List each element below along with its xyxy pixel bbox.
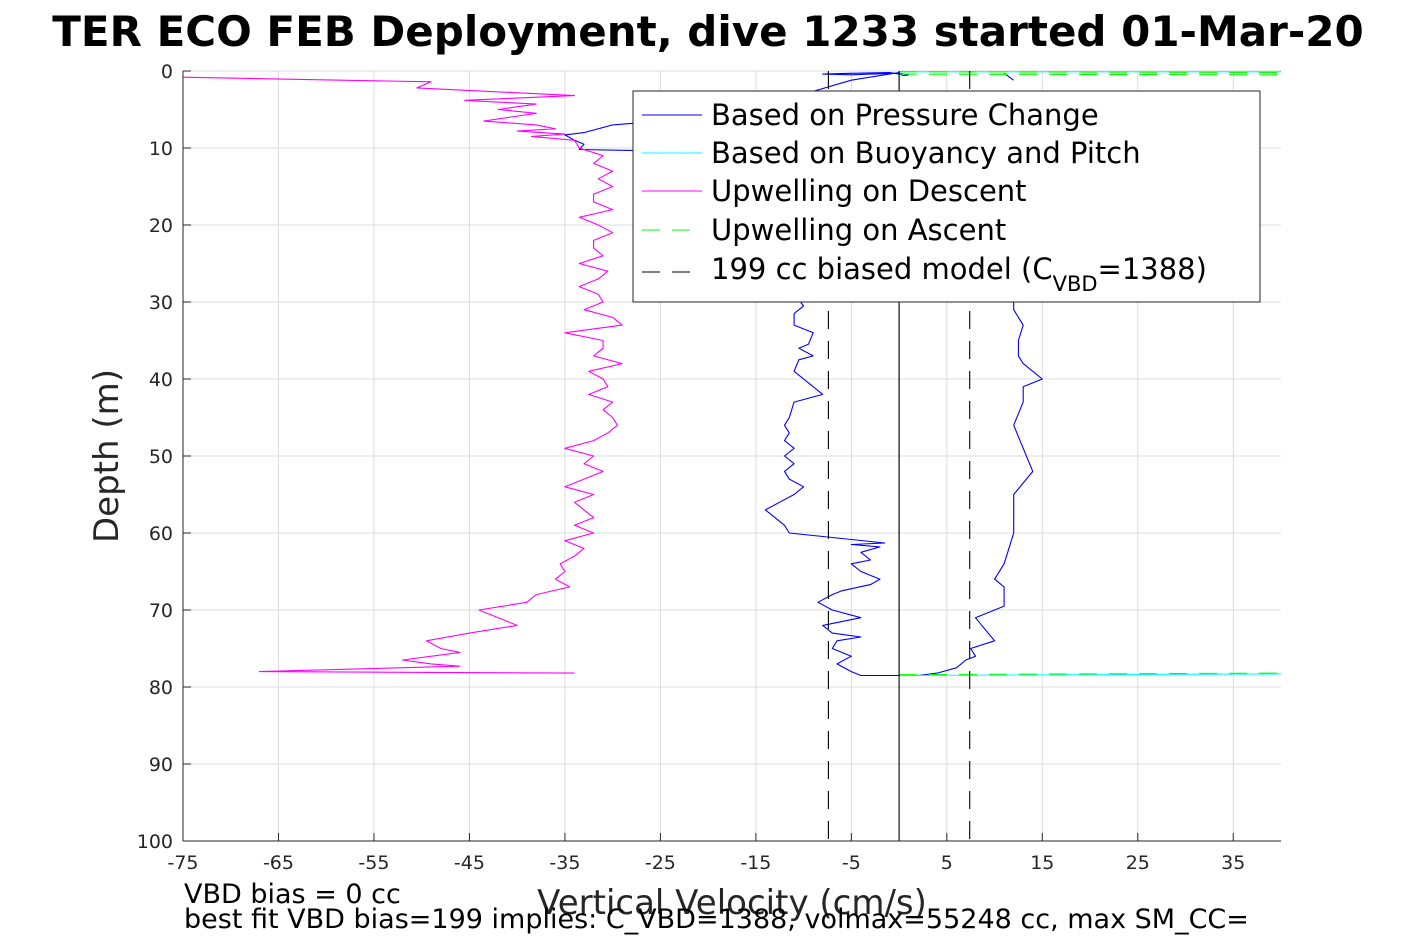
- legend: Based on Pressure Change Based on Buoyan…: [632, 90, 1261, 303]
- legend-label-biased-model: 199 cc biased model (CVBD=1388): [711, 252, 1207, 296]
- x-ticks: -75 -65 -55 -45 -35 -25 -15 -5 5 15 25 35: [167, 833, 1245, 874]
- y-tick-label: 30: [149, 292, 173, 314]
- annotation-best-fit: best fit VBD bias=199 implies: C_VBD=138…: [184, 904, 1249, 935]
- x-axis-label: Vertical Velocity (cm/s): [537, 883, 927, 923]
- legend-label-upwelling-ascent: Upwelling on Ascent: [711, 213, 1006, 247]
- legend-label-pressure-change: Based on Pressure Change: [711, 98, 1099, 132]
- y-tick-label: 70: [149, 600, 173, 622]
- series-line-based-on-buoyancy-and-pitch: [899, 673, 1282, 677]
- y-tick-label: 10: [149, 138, 173, 160]
- x-tick-label: 15: [1030, 852, 1054, 874]
- x-tick-label: -75: [167, 852, 198, 874]
- x-tick-label: -65: [263, 852, 294, 874]
- chart-title: TER ECO FEB Deployment, dive 1233 starte…: [52, 7, 1363, 56]
- y-tick-label: 50: [149, 446, 173, 468]
- y-tick-label: 20: [149, 215, 173, 237]
- y-ticks: 0 10 20 30 40 50 60 70 80 90 100: [137, 61, 191, 853]
- x-tick-label: 5: [941, 852, 953, 874]
- series-line-upwelling-on-ascent: [899, 672, 1282, 676]
- x-tick-label: -45: [454, 852, 485, 874]
- x-tick-label: 35: [1221, 852, 1245, 874]
- series-upwelling-on-ascent: [899, 71, 1282, 676]
- series-upwelling-on-descent: [182, 76, 623, 674]
- legend-box: [632, 90, 1261, 303]
- y-tick-label: 90: [149, 754, 173, 776]
- series-line-based-on-pressure-change: [764, 293, 1043, 677]
- legend-label-biased-model-main: 199 cc biased model (C: [711, 252, 1053, 286]
- legend-label-biased-model-sub: VBD: [1053, 272, 1098, 296]
- x-tick-label: -55: [358, 852, 389, 874]
- y-tick-label: 0: [161, 61, 173, 83]
- y-tick-label: 100: [137, 831, 173, 853]
- y-tick-label: 40: [149, 369, 173, 391]
- x-tick-label: -5: [842, 852, 861, 874]
- legend-label-buoyancy-pitch: Based on Buoyancy and Pitch: [711, 136, 1141, 170]
- x-tick-label: -35: [549, 852, 580, 874]
- series-line-based-on-pressure-change: [822, 71, 910, 77]
- series-line-upwelling-on-ascent: [899, 73, 1282, 76]
- y-tick-label: 60: [149, 523, 173, 545]
- annotation-vbd-bias: VBD bias = 0 cc: [184, 879, 401, 910]
- x-tick-label: 25: [1126, 852, 1150, 874]
- x-tick-label: -15: [740, 852, 771, 874]
- x-tick-label: -25: [645, 852, 676, 874]
- series-line-upwelling-on-descent: [182, 76, 623, 674]
- series-line-upwelling-on-ascent: [899, 71, 1282, 74]
- legend-label-biased-model-end: =1388): [1098, 252, 1207, 286]
- y-axis-label: Depth (m): [87, 369, 127, 543]
- legend-label-upwelling-descent: Upwelling on Descent: [711, 174, 1027, 208]
- y-tick-label: 80: [149, 677, 173, 699]
